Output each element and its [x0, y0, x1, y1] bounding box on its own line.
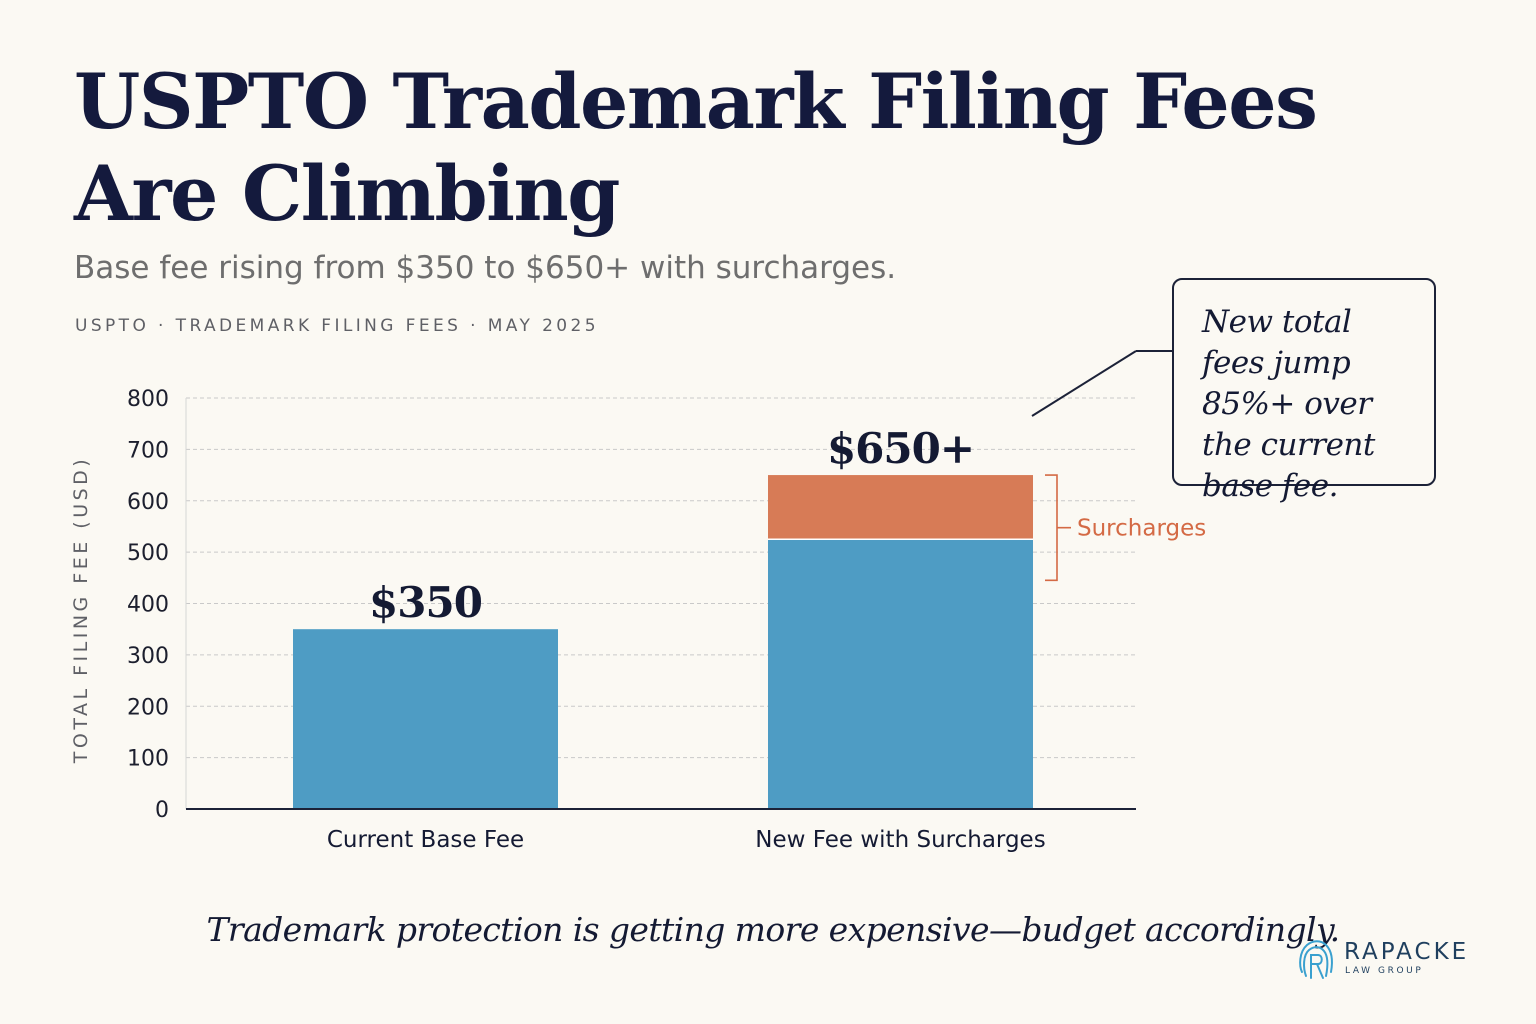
chart-title: USPTO Trademark Filing Fees Are Climbing [74, 57, 1318, 238]
y-tick-label: 800 [127, 387, 169, 412]
y-tick-label: 700 [127, 438, 169, 463]
surcharge-bracket [1045, 474, 1071, 582]
x-category-label: New Fee with Surcharges [755, 827, 1045, 853]
y-tick-label: 400 [127, 593, 169, 618]
x-category-label: Current Base Fee [327, 827, 524, 853]
y-tick-label: 300 [127, 644, 169, 669]
callout-text: New total fees jump 85%+ over the curren… [1202, 304, 1375, 504]
y-axis-label: TOTAL FILING FEE (USD) [70, 456, 92, 764]
bar-data-label: $350 [369, 578, 482, 627]
bar-segment [293, 629, 558, 809]
footer-note: Trademark protection is getting more exp… [206, 910, 1341, 949]
y-tick-label: 0 [155, 798, 169, 823]
chart-subtitle: Base fee rising from $350 to $650+ with … [74, 250, 897, 286]
surcharge-label: Surcharges [1077, 516, 1206, 542]
y-tick-label: 600 [127, 490, 169, 515]
source-line: USPTO · TRADEMARK FILING FEES · MAY 2025 [75, 316, 599, 336]
bar-segment [768, 539, 1033, 809]
bar-data-label: $650+ [827, 424, 974, 473]
y-tick-label: 200 [127, 695, 169, 720]
y-tick-label: 500 [127, 541, 169, 566]
bars [293, 475, 1033, 809]
logo-subtitle: LAW GROUP [1345, 966, 1424, 976]
company-logo: RAPACKE LAW GROUP [1296, 936, 1486, 986]
callout-leader-line [1031, 350, 1137, 417]
bar-segment [768, 475, 1033, 540]
labels: 0 100 200 300 400 500 600 700 800 TOTAL FILING FE… [70, 387, 1206, 853]
y-tick-label: 100 [127, 747, 169, 772]
logo-name: RAPACKE [1344, 939, 1470, 965]
fingerprint-r-icon [1299, 940, 1333, 979]
callout-box: New total fees jump 85%+ over the curren… [1172, 278, 1436, 504]
